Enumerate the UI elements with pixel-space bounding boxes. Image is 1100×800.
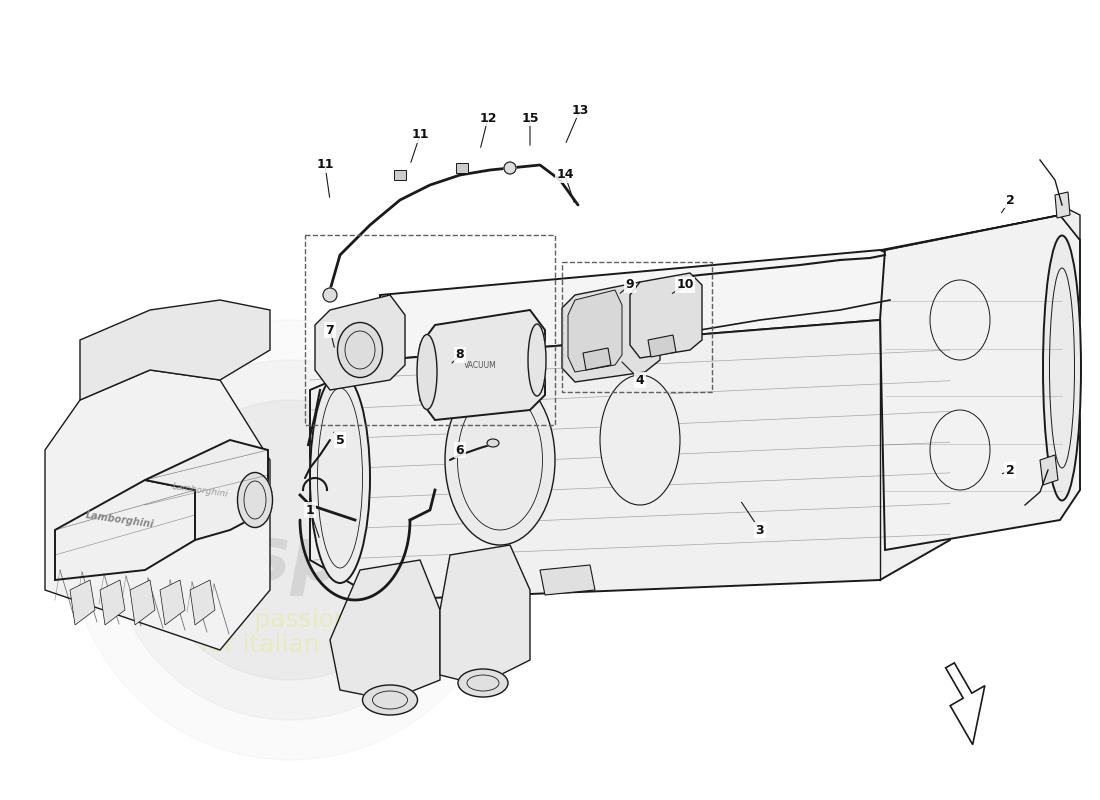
Text: VACUUM: VACUUM — [463, 361, 496, 370]
Polygon shape — [379, 250, 950, 360]
Text: 9: 9 — [626, 278, 635, 291]
Ellipse shape — [504, 162, 516, 174]
Polygon shape — [100, 580, 125, 625]
Polygon shape — [456, 163, 468, 173]
Polygon shape — [190, 580, 214, 625]
Polygon shape — [80, 300, 270, 400]
Text: Lamborghini: Lamborghini — [85, 510, 155, 530]
Text: for italian cars: for italian cars — [200, 633, 381, 657]
Bar — [305, 235, 556, 425]
Bar — [562, 262, 712, 392]
Polygon shape — [330, 560, 440, 700]
Polygon shape — [55, 480, 195, 580]
Polygon shape — [1055, 192, 1070, 218]
Text: 12: 12 — [480, 111, 497, 125]
Polygon shape — [648, 335, 676, 357]
Text: 2: 2 — [1005, 463, 1014, 477]
Text: 1: 1 — [306, 503, 315, 517]
Text: 13: 13 — [571, 103, 588, 117]
Circle shape — [150, 400, 430, 680]
Text: 4: 4 — [636, 374, 645, 386]
Polygon shape — [394, 170, 406, 180]
Polygon shape — [145, 440, 268, 540]
Ellipse shape — [446, 375, 556, 545]
Ellipse shape — [338, 322, 383, 378]
Ellipse shape — [310, 373, 370, 583]
Ellipse shape — [363, 685, 418, 715]
Circle shape — [70, 320, 510, 760]
Polygon shape — [880, 210, 1080, 250]
Ellipse shape — [600, 375, 680, 505]
Polygon shape — [880, 215, 1080, 550]
Text: 2: 2 — [1005, 194, 1014, 206]
Text: 7: 7 — [326, 323, 334, 337]
Polygon shape — [130, 580, 155, 625]
Polygon shape — [540, 565, 595, 595]
Polygon shape — [583, 348, 610, 370]
Text: 8: 8 — [455, 349, 464, 362]
Polygon shape — [630, 273, 702, 358]
Polygon shape — [568, 290, 622, 372]
Polygon shape — [45, 370, 270, 650]
Ellipse shape — [417, 334, 437, 410]
Polygon shape — [70, 580, 95, 625]
Polygon shape — [420, 310, 544, 420]
Polygon shape — [1040, 455, 1058, 485]
Polygon shape — [562, 282, 660, 382]
Text: 10: 10 — [676, 278, 694, 291]
Polygon shape — [440, 545, 530, 685]
Text: 14: 14 — [557, 169, 574, 182]
Polygon shape — [310, 320, 950, 600]
Polygon shape — [160, 580, 185, 625]
Text: a passion: a passion — [231, 608, 350, 632]
Ellipse shape — [1043, 235, 1081, 501]
Text: 6: 6 — [455, 443, 464, 457]
Ellipse shape — [487, 439, 499, 447]
Ellipse shape — [528, 324, 546, 396]
Text: 3: 3 — [756, 523, 764, 537]
Circle shape — [110, 360, 470, 720]
Polygon shape — [315, 295, 405, 390]
Text: 11: 11 — [411, 129, 429, 142]
Ellipse shape — [323, 288, 337, 302]
Text: eurospares: eurospares — [53, 523, 527, 597]
Text: 5: 5 — [336, 434, 344, 446]
Text: Lamborghini: Lamborghini — [172, 482, 229, 498]
Text: 11: 11 — [317, 158, 333, 171]
Ellipse shape — [458, 669, 508, 697]
Ellipse shape — [238, 473, 273, 527]
Text: 15: 15 — [521, 111, 539, 125]
